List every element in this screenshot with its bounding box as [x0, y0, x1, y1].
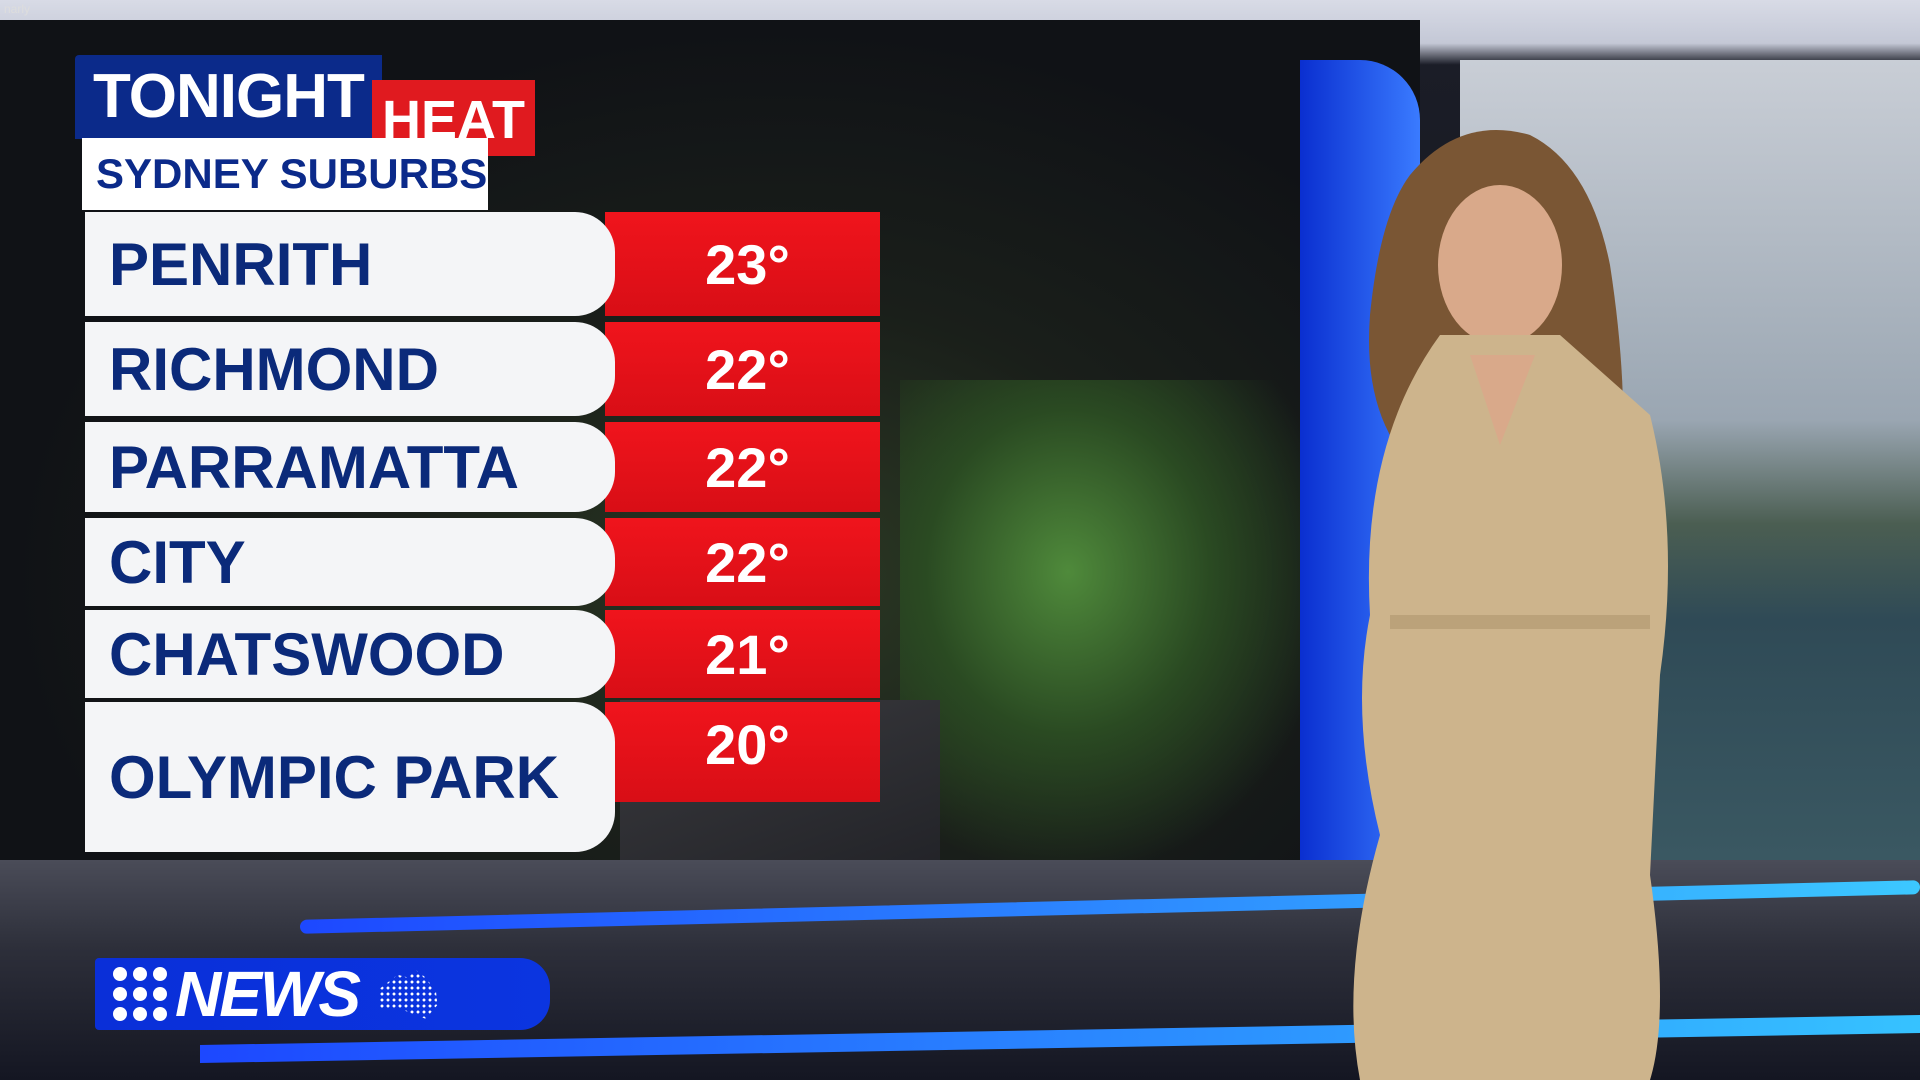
temperature-row: PARRAMATTA 22° — [85, 422, 880, 512]
temperature-value: 20° — [605, 702, 880, 802]
temperature-row: CITY 22° — [85, 518, 880, 606]
temperature-row: OLYMPIC PARK 20° — [85, 702, 880, 852]
temperature-row: CHATSWOOD 21° — [85, 610, 880, 698]
logo-text: NEWS — [175, 958, 361, 1030]
suburb-name: RICHMOND — [85, 322, 615, 416]
suburb-name: CITY — [85, 518, 615, 606]
suburb-name: OLYMPIC PARK — [85, 702, 615, 852]
australia-map-icon — [380, 969, 438, 1019]
9news-logo: NEWS — [95, 958, 550, 1030]
temperature-row: RICHMOND 22° — [85, 322, 880, 416]
temperature-row: PENRITH 23° — [85, 212, 880, 316]
graphic-title: TONIGHT — [75, 55, 382, 139]
temperature-value: 22° — [605, 322, 880, 416]
suburb-name: PENRITH — [85, 212, 615, 316]
graphic-subtitle: SYDNEY SUBURBS — [82, 138, 488, 210]
suburb-name: PARRAMATTA — [85, 422, 615, 512]
lit-trees — [900, 380, 1320, 860]
suburb-name: CHATSWOOD — [85, 610, 615, 698]
temperature-value: 21° — [605, 610, 880, 698]
nine-dots-icon — [113, 967, 167, 1021]
presenter — [1353, 130, 1668, 1080]
temperature-value: 22° — [605, 422, 880, 512]
temperature-value: 22° — [605, 518, 880, 606]
watermark: narly — [4, 2, 31, 16]
temperature-value: 23° — [605, 212, 880, 316]
